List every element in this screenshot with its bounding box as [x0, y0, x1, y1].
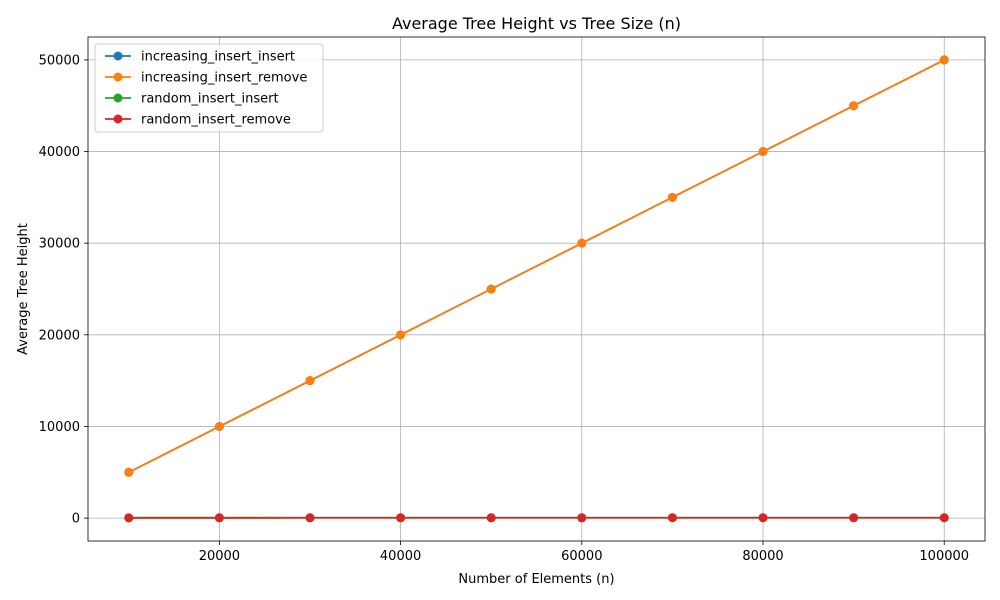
data-point	[758, 147, 768, 157]
data-point	[577, 238, 587, 248]
y-tick-label: 20000	[39, 328, 80, 343]
ticks: 20000 40000 60000 80000 100000 0 10000 20000 300…	[39, 53, 969, 564]
data-point	[667, 513, 677, 523]
series-increasing_insert_remove	[124, 55, 949, 477]
data-point	[577, 513, 587, 523]
data-point	[849, 513, 859, 523]
data-point	[124, 513, 134, 523]
data-point	[396, 513, 406, 523]
legend-item: random_insert_insert	[105, 92, 279, 107]
series-layer	[124, 55, 949, 523]
legend-item: increasing_insert_insert	[105, 50, 295, 65]
legend-item: increasing_insert_remove	[105, 71, 307, 86]
legend-frame	[94, 43, 324, 133]
legend-swatch-marker	[113, 93, 123, 103]
data-point	[758, 513, 768, 523]
series-line	[128, 59, 945, 474]
x-axis-label: Number of Elements (n)	[458, 572, 614, 587]
legend-item: random_insert_remove	[105, 113, 291, 128]
data-point	[305, 513, 315, 523]
grid	[88, 37, 985, 541]
data-point	[124, 467, 134, 477]
legend-label: random_insert_insert	[141, 92, 279, 107]
plot-frame	[87, 36, 986, 542]
data-point	[939, 513, 949, 523]
data-point	[305, 376, 315, 386]
legend-swatch-marker	[113, 51, 123, 61]
y-axis-label: Average Tree Height	[16, 223, 31, 355]
y-tick-label: 10000	[39, 420, 80, 435]
legend-swatch-marker	[113, 72, 123, 82]
legend-label: random_insert_remove	[141, 113, 291, 128]
legend-label: increasing_insert_remove	[141, 71, 307, 86]
legend-label: increasing_insert_insert	[141, 50, 295, 65]
chart-title: Average Tree Height vs Tree Size (n)	[392, 14, 681, 33]
series-random_insert_remove	[124, 513, 949, 523]
data-point	[939, 55, 949, 65]
data-point	[214, 513, 224, 523]
data-point	[849, 101, 859, 111]
x-tick-label: 40000	[380, 549, 421, 564]
x-tick-label: 60000	[561, 549, 602, 564]
x-tick-label: 20000	[199, 549, 240, 564]
data-point	[486, 513, 496, 523]
x-tick-label: 80000	[742, 549, 783, 564]
data-point	[214, 421, 224, 431]
legend: increasing_insert_insert increasing_inser…	[94, 43, 324, 133]
data-point	[396, 330, 406, 340]
legend-swatch-marker	[113, 114, 123, 124]
y-tick-label: 30000	[39, 237, 80, 252]
data-point	[486, 284, 496, 294]
x-tick-label: 100000	[919, 549, 969, 564]
y-tick-label: 40000	[39, 145, 80, 160]
y-tick-label: 0	[72, 512, 80, 527]
data-point	[667, 192, 677, 202]
y-tick-label: 50000	[39, 53, 80, 68]
